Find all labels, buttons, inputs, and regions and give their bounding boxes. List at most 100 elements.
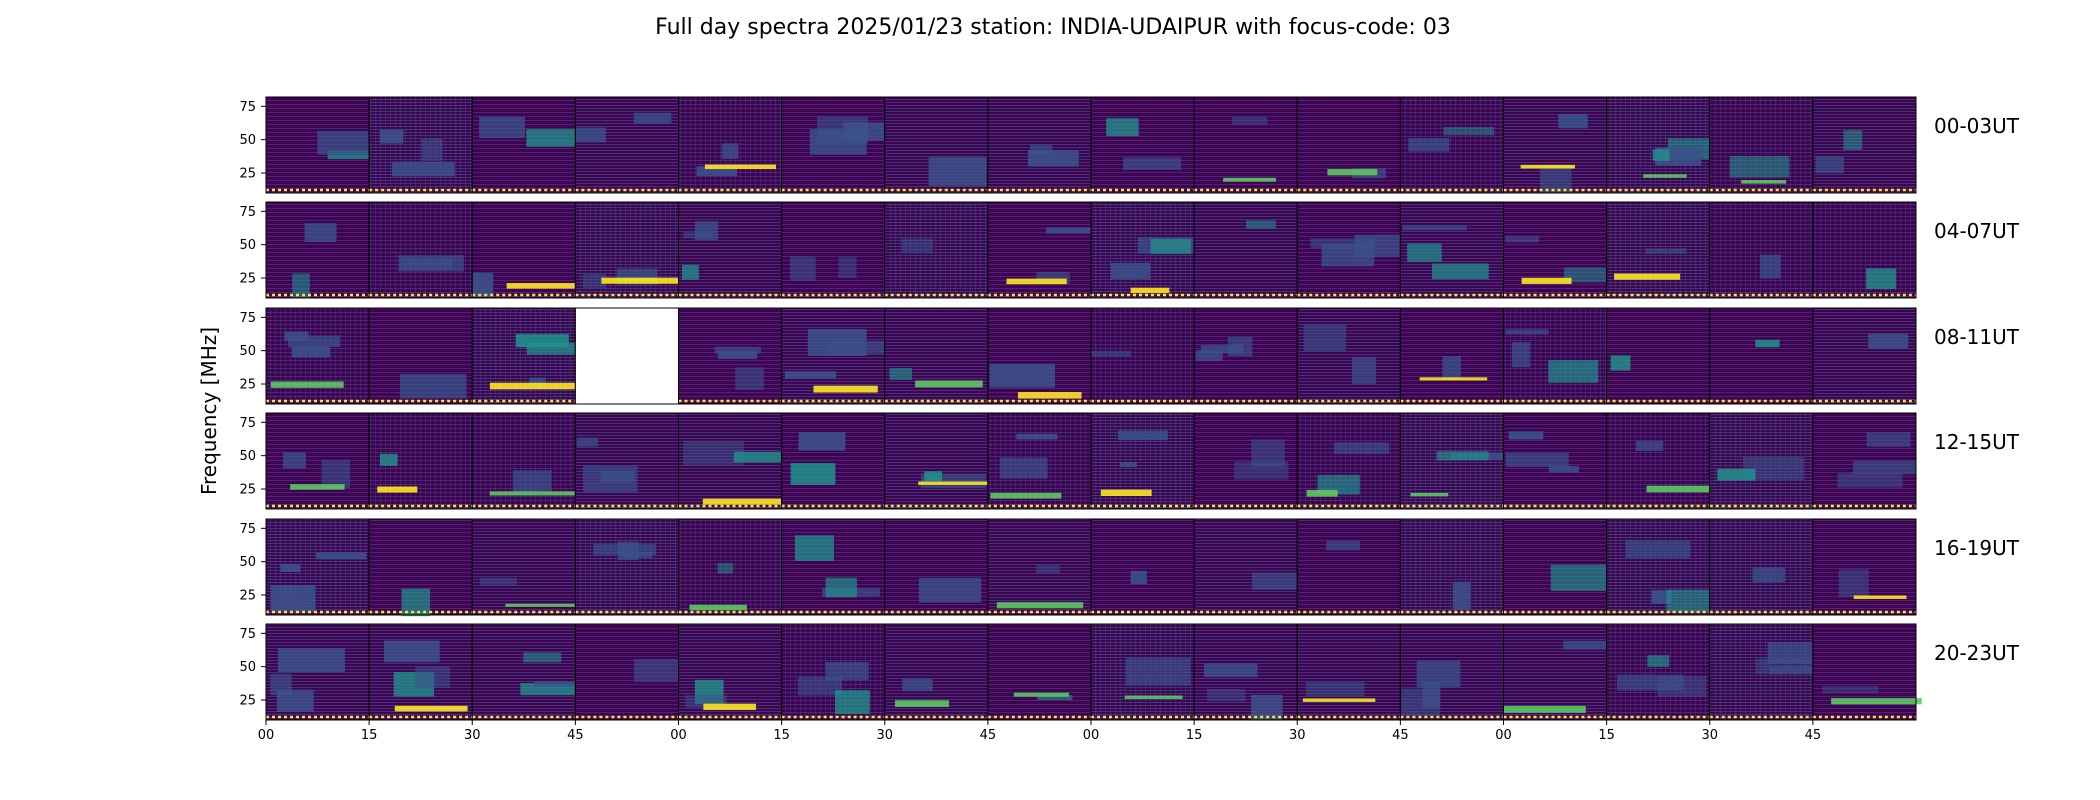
emission-band [1130, 570, 1147, 585]
bright-interference [1643, 174, 1687, 178]
spectrogram-panel [1709, 623, 1814, 721]
spectrogram-panel [1296, 307, 1401, 405]
spectrogram-panel [987, 623, 1092, 721]
panel-vertical-banding [1812, 202, 1916, 298]
bright-interference [1521, 277, 1572, 284]
bright-interference [689, 604, 747, 611]
bright-interference [704, 164, 776, 170]
y-tick-label: 25 [239, 167, 256, 182]
spectrogram-panel [1812, 518, 1917, 616]
emission-band [721, 143, 739, 159]
spectrogram-panel [1296, 412, 1401, 510]
spectrogram-panel [987, 307, 1092, 405]
bright-interference [915, 380, 983, 388]
panel-banding [1194, 519, 1298, 615]
panel-banding [1091, 97, 1195, 193]
spectrogram-panel [1193, 623, 1298, 721]
panel-vertical-banding [472, 308, 576, 404]
y-tick-label: 50 [239, 555, 256, 570]
y-tick-label: 50 [239, 660, 256, 675]
spectrogram-panel [574, 201, 694, 299]
emission-band [825, 577, 857, 598]
spectrogram-panel [987, 201, 1092, 299]
spectrogram-panel [1399, 518, 1504, 616]
emission-band [421, 138, 443, 161]
emission-band [316, 552, 367, 560]
spectrogram-panel [1812, 201, 1917, 299]
emission-band [472, 272, 494, 297]
emission-band [1666, 589, 1710, 613]
spectrogram-panel [1812, 307, 1917, 405]
emission-band [1540, 165, 1572, 193]
bright-interference [489, 491, 579, 496]
spectrogram-panel [1296, 96, 1401, 194]
spectrogram-panel [1606, 623, 1711, 721]
emission-band [633, 112, 672, 124]
emission-band [1317, 474, 1360, 495]
emission-band [1511, 342, 1530, 368]
emission-band [1310, 238, 1376, 249]
emission-band [292, 273, 310, 298]
panel-frame [1812, 201, 1917, 299]
bright-interference [1013, 692, 1069, 697]
x-tick-label: 45 [1805, 728, 1822, 743]
spectrogram-panel [368, 623, 473, 721]
spectrogram-panel [1193, 96, 1298, 194]
emission-band [717, 563, 734, 574]
emission-band [1563, 640, 1607, 650]
spectrogram-panel [884, 518, 989, 616]
x-tick-label: 45 [567, 728, 584, 743]
emission-band [797, 676, 842, 696]
emission-band [1091, 350, 1132, 357]
spectrogram-panel [678, 96, 783, 194]
bright-interference [990, 492, 1062, 499]
bright-interference [506, 283, 599, 289]
y-tick-label: 75 [239, 205, 256, 220]
emission-band [520, 683, 576, 696]
spectrogram-panel [1812, 96, 1917, 194]
spectrogram-panel [1399, 201, 1504, 299]
spectrogram-panel [678, 412, 790, 510]
y-tick-label: 50 [239, 133, 256, 148]
panel-vertical-banding [1606, 413, 1710, 509]
emission-band [1204, 663, 1258, 678]
x-tick-label: 45 [980, 728, 997, 743]
spectrogram-panel [1606, 307, 1711, 405]
bright-interference [1614, 273, 1681, 280]
spectrogram-panel [265, 307, 370, 405]
panel-banding [1812, 519, 1916, 615]
emission-band [785, 371, 837, 379]
panel-banding [575, 97, 679, 193]
emission-band [1231, 116, 1268, 125]
emission-band [1016, 433, 1058, 440]
emission-band [1743, 456, 1804, 481]
x-tick-label: 30 [876, 728, 893, 743]
emission-band [277, 648, 345, 673]
spectrogram-panel [781, 201, 886, 299]
y-tick-label: 75 [239, 522, 256, 537]
spectra-row-00-03UT: 25 50 75 00-03UT [239, 96, 2020, 194]
spectrogram-panel [1606, 518, 1711, 616]
bright-interference [1504, 705, 1586, 713]
emission-band [291, 346, 330, 358]
spectrogram-panel [368, 518, 473, 617]
emission-band [270, 673, 292, 696]
x-tick-label: 15 [1598, 728, 1615, 743]
emission-band [1759, 254, 1781, 279]
bright-interference [1741, 180, 1787, 184]
emission-band [600, 470, 634, 483]
emission-band [682, 264, 699, 280]
bright-interference [1124, 695, 1183, 699]
panel-banding [1297, 624, 1401, 720]
spectrogram-panel [1709, 307, 1814, 405]
x-tick-label: 00 [258, 728, 275, 743]
emission-band [889, 367, 912, 380]
bright-interference [1302, 698, 1376, 702]
panel-frame [1812, 623, 1917, 721]
emission-band [515, 334, 569, 348]
emission-band [1030, 144, 1053, 155]
emission-band [838, 256, 857, 279]
emission-band [1548, 465, 1580, 473]
emission-band [683, 231, 714, 239]
